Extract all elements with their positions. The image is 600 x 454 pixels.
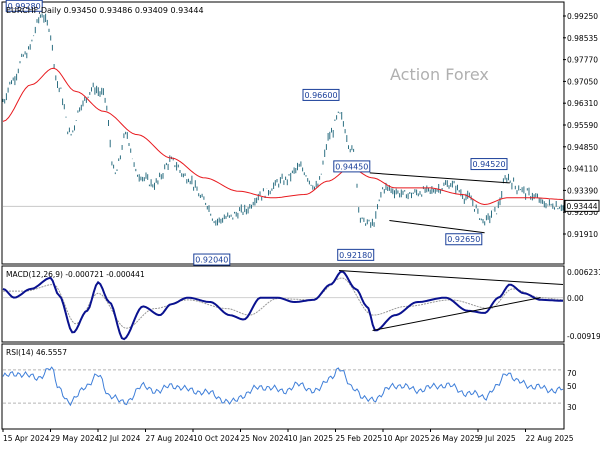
macd-main-line — [2, 270, 563, 341]
x-tick-label: 10 Oct 2024 — [193, 434, 240, 443]
price-annotation-box — [333, 160, 371, 173]
macd-panel: MACD(12,26,9) -0.000721 -0.000441 — [2, 270, 564, 341]
channel-lower-line — [389, 219, 485, 234]
price-y-tick-label: 0.92650 — [567, 208, 598, 217]
rsi-title: RSI(14) 46.5557 — [6, 348, 67, 357]
price-annotation-box — [193, 253, 231, 266]
moving-average-line — [2, 67, 564, 206]
axis-labels: 0.99250 0.98535 0.97770 0.97050 0.96310 0.955… — [2, 12, 600, 443]
rsi-y-tick-label: 70 — [567, 369, 577, 378]
x-tick-label: 22 Aug 2025 — [526, 434, 574, 443]
rsi-y-tick-label: 30 — [567, 403, 577, 412]
current-price-label: 0.93444 — [566, 202, 597, 211]
x-tick-label: 10 Jan 2025 — [288, 434, 333, 443]
price-annotation-box — [302, 88, 340, 101]
x-tick-label: 25 Nov 2024 — [241, 434, 289, 443]
price-y-tick-label: 0.96310 — [567, 99, 598, 108]
channel-upper-line — [369, 172, 510, 184]
price-annotation-box — [337, 248, 375, 261]
x-tick-label: 25 Feb 2025 — [336, 434, 383, 443]
watermark: Action Forex — [390, 65, 489, 84]
price-annotation-label: 0.92650 — [447, 235, 480, 244]
symbol-header: EURCHF,Daily 0.93450 0.93486 0.93409 0.9… — [6, 6, 204, 15]
price-y-tick-label: 0.99250 — [567, 12, 598, 21]
price-y-tick-label: 0.95590 — [567, 121, 598, 130]
price-annotation-box — [5, 0, 43, 12]
price-y-tick-label: 0.91910 — [567, 230, 598, 239]
x-tick-label: 12 Jul 2024 — [98, 434, 141, 443]
x-tick-label: 10 Apr 2025 — [383, 434, 430, 443]
price-annotation-label: 0.92040 — [195, 256, 228, 265]
panel-frames — [1, 1, 565, 430]
x-tick-label: 9 Jul 2025 — [478, 434, 516, 443]
price-annotation-label: 0.92180 — [339, 251, 372, 260]
x-tick-label: 15 Apr 2024 — [3, 434, 50, 443]
macd-panel-frame — [1, 265, 565, 343]
rsi-line — [2, 366, 564, 407]
current-price-label-box — [564, 199, 600, 212]
price-y-tick-label: 0.93390 — [567, 186, 598, 195]
price-annotation-label: 0.94450 — [335, 162, 368, 171]
rsi-y-tick-label: 50 — [567, 382, 577, 391]
x-tick-label: 27 Aug 2024 — [146, 434, 194, 443]
rsi-panel: RSI(14) 46.5557 — [2, 348, 564, 407]
price-y-tick-label: 0.97770 — [567, 56, 598, 65]
x-tick-label: 29 May 2024 — [51, 434, 100, 443]
price-y-tick-label: 0.98535 — [567, 34, 598, 43]
price-annotation-box — [470, 158, 508, 171]
price-annotation-label: 0.96600 — [304, 91, 337, 100]
macd-trendline-upper — [338, 270, 564, 286]
x-tick-label: 26 May 2025 — [431, 434, 480, 443]
price-annotation-box — [445, 233, 483, 246]
rsi-panel-frame — [1, 343, 565, 430]
macd-trendline-lower — [372, 297, 541, 331]
price-panel-frame — [1, 1, 565, 265]
price-panel: 0.99280 0.96600 0.94450 0.94520 0.92650 0.921… — [2, 0, 564, 266]
price-y-tick-label: 0.97050 — [567, 77, 598, 86]
price-annotation-label: 0.94520 — [472, 160, 505, 169]
macd-y-tick-label: 0.006231 — [567, 268, 600, 277]
macd-y-tick-label: 0.00 — [567, 294, 584, 303]
price-annotation-label: 0.99280 — [8, 2, 41, 11]
price-y-tick-label: 0.94850 — [567, 143, 598, 152]
macd-y-tick-label: -0.009191 — [567, 332, 600, 341]
macd-title: MACD(12,26,9) -0.000721 -0.000441 — [6, 270, 145, 279]
price-y-tick-label: 0.94110 — [567, 165, 598, 174]
